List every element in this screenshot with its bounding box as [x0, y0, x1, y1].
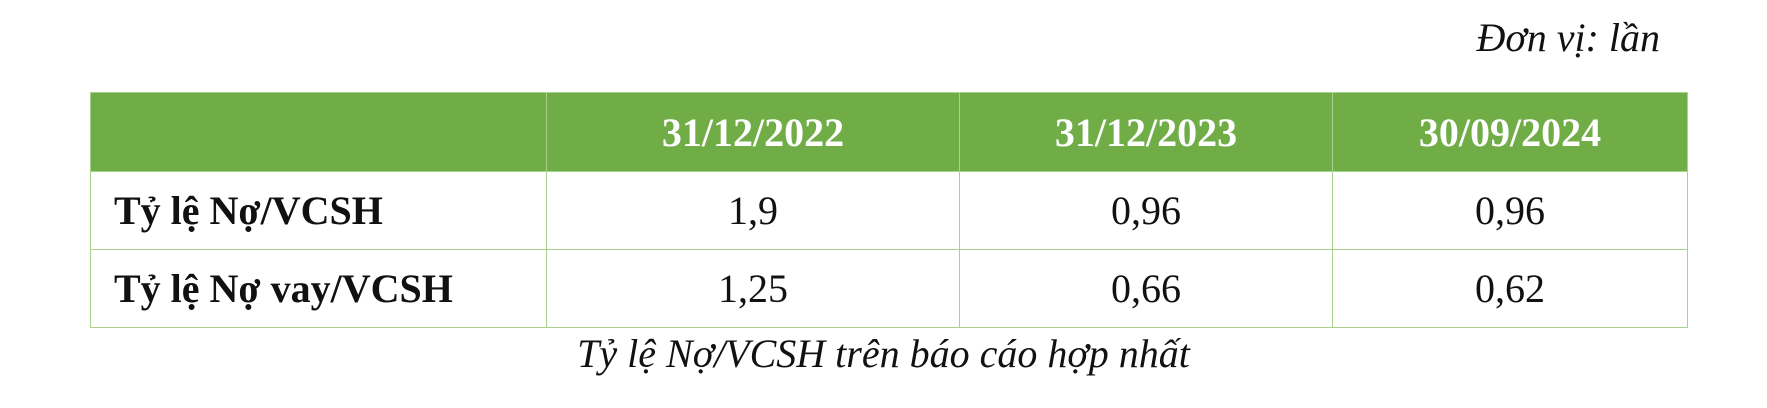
header-cell-empty	[90, 92, 547, 172]
table-row: Tỷ lệ Nợ/VCSH 1,9 0,96 0,96	[90, 171, 1688, 250]
table-caption: Tỷ lệ Nợ/VCSH trên báo cáo hợp nhất	[577, 331, 1190, 376]
table-row: Tỷ lệ Nợ vay/VCSH 1,25 0,66 0,62	[90, 249, 1688, 328]
table-cell: 1,9	[546, 171, 960, 250]
table-cell: 0,96	[959, 171, 1333, 250]
row-label: Tỷ lệ Nợ/VCSH	[90, 171, 547, 250]
table-cell: 1,25	[546, 249, 960, 328]
table-cell: 0,66	[959, 249, 1333, 328]
row-label: Tỷ lệ Nợ vay/VCSH	[90, 249, 547, 328]
table-header-row: 31/12/2022 31/12/2023 30/09/2024	[90, 92, 1688, 172]
unit-note: Đơn vị: lần	[1476, 15, 1660, 60]
debt-ratio-table: 31/12/2022 31/12/2023 30/09/2024 Tỷ lệ N…	[90, 92, 1688, 328]
table-cell: 0,96	[1332, 171, 1688, 250]
header-cell-date: 31/12/2023	[959, 92, 1333, 172]
header-cell-date: 31/12/2022	[546, 92, 960, 172]
header-cell-date: 30/09/2024	[1332, 92, 1688, 172]
table-cell: 0,62	[1332, 249, 1688, 328]
